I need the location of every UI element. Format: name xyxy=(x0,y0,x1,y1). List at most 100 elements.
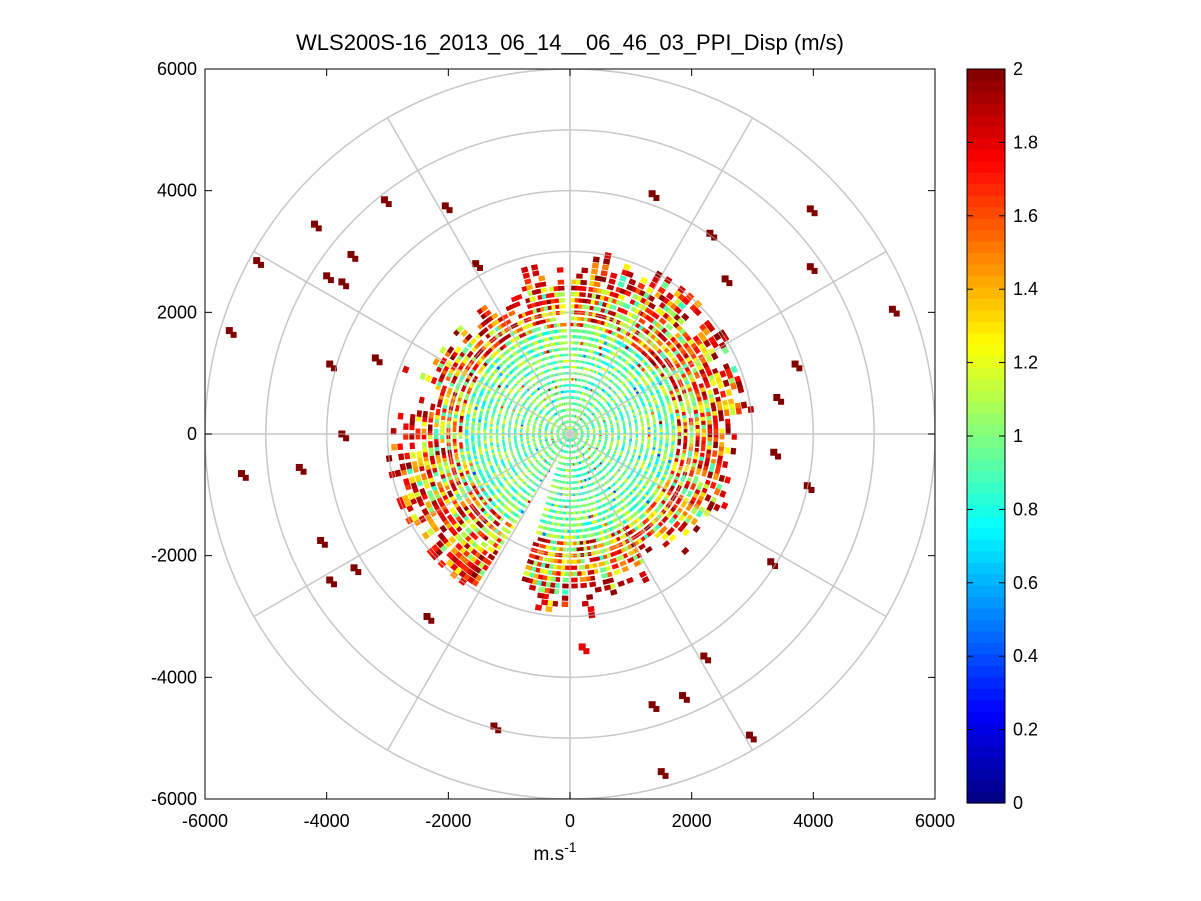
data-cell xyxy=(713,487,721,496)
data-cell xyxy=(230,331,237,338)
data-cell xyxy=(722,460,729,469)
data-cell xyxy=(428,411,434,419)
data-cell xyxy=(661,515,669,524)
data-cell xyxy=(416,410,423,418)
data-cell xyxy=(683,696,690,703)
data-cell xyxy=(562,589,569,595)
data-cell xyxy=(426,489,434,498)
data-cell xyxy=(501,526,509,533)
data-cell xyxy=(704,494,712,502)
data-cell xyxy=(424,500,433,509)
data-cell xyxy=(668,516,676,525)
data-cell xyxy=(693,307,702,317)
data-cell xyxy=(543,557,551,563)
data-cell xyxy=(528,584,537,591)
data-cell xyxy=(594,586,602,593)
data-cell xyxy=(587,569,595,576)
data-cell xyxy=(601,264,610,271)
data-cell xyxy=(693,346,701,355)
data-cell xyxy=(579,292,586,298)
data-cell xyxy=(712,472,720,481)
data-cell xyxy=(701,469,708,477)
data-cell xyxy=(666,350,674,359)
data-cell xyxy=(635,346,644,353)
data-cell xyxy=(705,355,713,364)
data-cell xyxy=(713,332,722,342)
data-cell xyxy=(589,557,597,563)
data-cell xyxy=(608,278,616,285)
data-cell xyxy=(713,503,721,512)
data-cell xyxy=(487,553,496,561)
data-cell xyxy=(617,280,625,288)
data-cell xyxy=(446,490,454,498)
data-cell xyxy=(561,341,568,345)
data-cell xyxy=(626,576,634,584)
data-cell xyxy=(603,584,612,591)
data-cell xyxy=(562,577,569,583)
data-cell xyxy=(571,577,578,583)
data-cell xyxy=(589,538,597,544)
data-cell xyxy=(416,450,423,458)
data-cell xyxy=(606,284,615,291)
data-cell xyxy=(725,388,733,397)
data-cell xyxy=(617,294,626,301)
data-cell xyxy=(692,524,701,533)
data-cell xyxy=(676,317,686,326)
data-cell xyxy=(563,378,570,381)
data-cell xyxy=(700,444,706,452)
data-cell xyxy=(724,447,731,454)
data-cell xyxy=(662,540,670,548)
data-cell xyxy=(710,352,719,361)
data-cell xyxy=(435,539,445,549)
data-cell xyxy=(724,476,732,484)
data-cell xyxy=(403,423,409,430)
data-cell xyxy=(712,387,720,396)
data-cell xyxy=(562,353,569,357)
data-cell xyxy=(562,583,569,589)
data-cell xyxy=(460,531,469,539)
data-cell xyxy=(592,256,600,263)
data-cell xyxy=(558,291,565,297)
data-cell xyxy=(300,468,307,475)
data-cell xyxy=(623,263,631,271)
data-cell xyxy=(695,509,704,518)
data-cell xyxy=(665,323,674,331)
data-cell xyxy=(597,542,605,549)
data-cell xyxy=(440,447,446,455)
data-cell xyxy=(693,371,701,380)
data-cell xyxy=(695,467,702,476)
data-cell xyxy=(398,453,405,461)
data-cell xyxy=(559,304,566,309)
data-cell xyxy=(704,380,711,389)
data-cell xyxy=(641,576,650,584)
data-cell xyxy=(581,267,589,274)
data-cell xyxy=(719,370,727,378)
data-cell xyxy=(730,365,738,374)
data-cell xyxy=(546,495,554,500)
data-cell xyxy=(440,421,445,428)
data-cell xyxy=(427,424,433,432)
data-cell xyxy=(327,277,334,284)
data-cell xyxy=(459,500,467,509)
data-cell xyxy=(560,322,567,327)
data-cell xyxy=(628,278,637,286)
data-cell xyxy=(465,485,472,493)
data-cell xyxy=(528,553,536,559)
data-cell xyxy=(658,317,667,326)
data-cell xyxy=(718,474,726,483)
data-cell xyxy=(620,308,629,315)
data-cell xyxy=(623,302,631,310)
data-cell xyxy=(707,323,716,333)
data-cell xyxy=(622,524,630,532)
data-cell xyxy=(702,327,711,336)
data-cell xyxy=(580,279,588,286)
data-cell xyxy=(600,572,609,579)
data-cells xyxy=(225,190,900,779)
data-cell xyxy=(619,275,627,283)
data-cell xyxy=(578,564,586,570)
data-cell xyxy=(630,342,638,349)
data-cell xyxy=(409,442,415,450)
data-cell xyxy=(602,258,611,265)
data-cell xyxy=(677,524,686,533)
data-cell xyxy=(525,564,533,571)
